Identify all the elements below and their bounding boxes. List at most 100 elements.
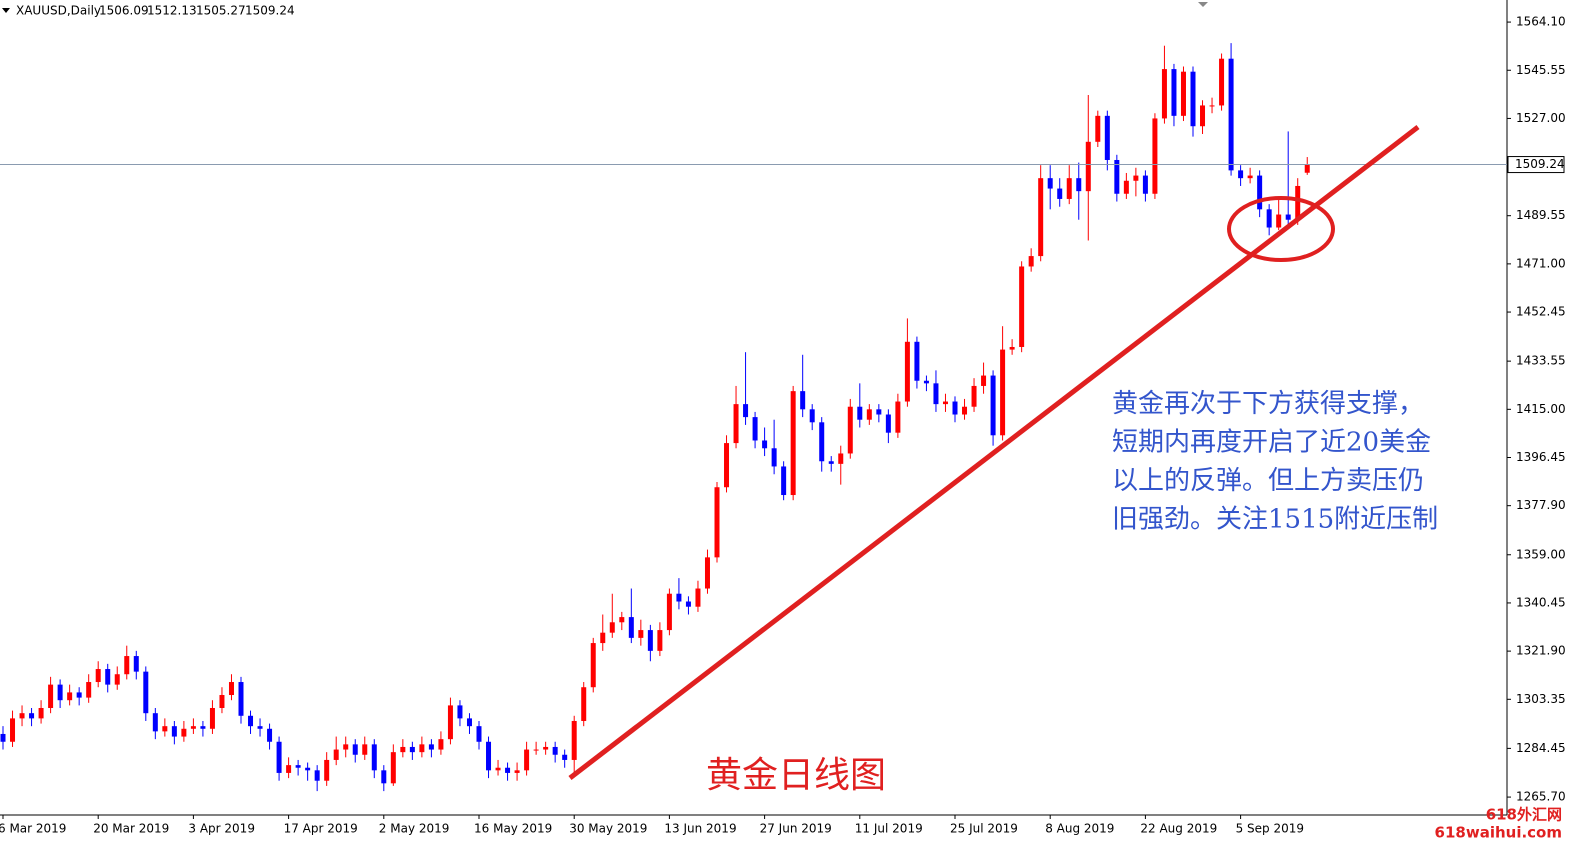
candle-body	[495, 767, 501, 771]
candle-body	[971, 385, 977, 407]
candle-body	[1171, 69, 1177, 116]
candle-body	[38, 707, 44, 719]
candle-body	[343, 744, 349, 750]
candle-body	[1114, 159, 1120, 194]
candle-body	[152, 713, 158, 732]
candle-body	[581, 687, 587, 721]
candle-body	[628, 617, 634, 638]
candle-body	[1295, 185, 1301, 220]
candle-body	[819, 422, 825, 462]
x-tick-label: 6 Mar 2019	[0, 822, 66, 836]
candle-body	[1266, 209, 1272, 228]
candle-body	[876, 409, 882, 415]
shift-marker	[1198, 2, 1208, 7]
candle-body	[105, 669, 111, 685]
candle-body	[476, 726, 482, 742]
candle-body	[86, 682, 92, 698]
candle-body	[1161, 69, 1167, 119]
y-tick-label: 1545.55	[1516, 63, 1566, 77]
candle-body	[1152, 118, 1158, 194]
annotation-line: 旧强劲。关注1515附近压制	[1112, 505, 1438, 535]
candle-body	[676, 593, 682, 602]
candle-body	[486, 741, 492, 771]
candle-body	[29, 713, 35, 719]
candle-body	[552, 746, 558, 755]
y-tick-label: 1489.55	[1516, 208, 1566, 222]
candle-body	[457, 705, 463, 719]
candle-body	[533, 749, 539, 751]
candle-body	[409, 746, 415, 753]
candle-body	[1238, 170, 1244, 179]
candle-body	[571, 720, 577, 760]
candle-body	[771, 448, 777, 467]
highlight-ellipse	[1227, 196, 1335, 262]
candle-body	[762, 440, 768, 449]
plot-area	[0, 0, 1507, 815]
candle-body	[981, 375, 987, 386]
candle-body	[390, 752, 396, 784]
candle-body	[505, 767, 511, 773]
candle-body	[914, 341, 920, 381]
candle-body	[600, 632, 606, 644]
candle-body	[67, 692, 73, 701]
price-box	[1507, 156, 1565, 174]
candle-body	[790, 391, 796, 496]
candle-body	[923, 380, 929, 384]
candle-body	[171, 726, 177, 737]
x-tick-label: 22 Aug 2019	[1140, 822, 1217, 836]
candle-body	[1247, 175, 1253, 179]
symbol-label: XAUUSD,Daily	[16, 4, 101, 18]
candle-body	[1142, 175, 1148, 194]
candle-body	[10, 718, 16, 742]
y-tick-label: 1284.45	[1516, 741, 1566, 755]
candle-body	[324, 759, 330, 781]
candle-body	[1219, 58, 1225, 106]
candle-body	[248, 715, 254, 727]
x-tick-label: 20 Mar 2019	[93, 822, 169, 836]
candle-body	[666, 593, 672, 631]
x-tick-label: 8 Aug 2019	[1045, 822, 1114, 836]
annotation-line: 短期内再度开启了近20美金	[1112, 428, 1431, 458]
candle-body	[286, 765, 292, 773]
x-tick-label: 27 Jun 2019	[760, 822, 832, 836]
candle-body	[133, 656, 139, 672]
y-tick-label: 1396.45	[1516, 450, 1566, 464]
candle-body	[257, 726, 263, 729]
candle-body	[305, 767, 311, 771]
x-tick-label: 17 Apr 2019	[284, 822, 358, 836]
candle-body	[267, 728, 273, 742]
candle-body	[447, 705, 453, 740]
y-tick-label: 1527.00	[1516, 111, 1566, 125]
candle-body	[162, 726, 168, 732]
x-tick-label: 3 Apr 2019	[188, 822, 255, 836]
y-tick-label: 1452.45	[1516, 305, 1566, 319]
y-tick-label: 1433.55	[1516, 354, 1566, 368]
candle-body	[181, 728, 187, 737]
candle-body	[1000, 349, 1006, 436]
watermark: 618外汇网	[1486, 806, 1562, 824]
candle-body	[333, 749, 339, 760]
candle-body	[933, 383, 939, 405]
trend-line	[568, 125, 1420, 780]
candle-body	[609, 622, 615, 633]
x-tick-label: 2 May 2019	[379, 822, 450, 836]
candle-body	[1019, 266, 1025, 347]
candle-body	[781, 466, 787, 496]
candle-body	[733, 404, 739, 444]
price-label: 1509.24	[1515, 157, 1565, 171]
candle-body	[419, 744, 425, 753]
candle-body	[1047, 178, 1053, 189]
candle-body	[1276, 214, 1282, 228]
candle-body	[114, 674, 120, 685]
candle-body	[466, 718, 472, 727]
y-tick-label: 1415.00	[1516, 402, 1566, 416]
candle-body	[276, 741, 282, 773]
ohlc-high: 1512.13	[147, 4, 197, 18]
x-tick-label: 30 May 2019	[569, 822, 647, 836]
candle-body	[962, 406, 968, 415]
candle-body	[1304, 164, 1310, 173]
candle-body	[381, 770, 387, 784]
candle-body	[95, 669, 101, 683]
